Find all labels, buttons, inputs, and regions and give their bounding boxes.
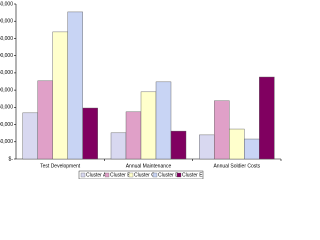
legend-swatch — [176, 172, 182, 178]
y-tick-label: $450,000 — [0, 1, 13, 7]
legend-label: Cluster D — [158, 173, 179, 179]
x-tick-label: Test Development — [40, 163, 81, 169]
bar — [155, 81, 172, 160]
bar — [52, 31, 68, 160]
bar — [170, 130, 187, 160]
bar — [199, 134, 215, 160]
bar — [229, 128, 245, 160]
chart: $- $50,000 $100,000 $150,000 $200,000 $250,00… — [0, 1, 282, 179]
legend-label: Cluster C — [134, 173, 155, 179]
y-tick-label: $350,000 — [0, 36, 13, 42]
y-tick-label: $300,000 — [0, 53, 13, 59]
y-tick-label: $- — [9, 156, 14, 162]
y-tick-label: $150,000 — [0, 105, 13, 111]
y-tick-label: $250,000 — [0, 70, 13, 76]
legend-swatch — [104, 172, 110, 178]
bar — [140, 91, 157, 160]
y-tick-label: $100,000 — [0, 122, 13, 128]
bar — [22, 112, 38, 160]
legend-box — [78, 170, 204, 179]
y-tick-label: $200,000 — [0, 87, 13, 93]
legend-swatch — [152, 172, 158, 178]
bar — [110, 132, 127, 160]
bar — [82, 107, 98, 160]
legend-label: Cluster B — [110, 173, 131, 179]
bar — [259, 76, 275, 160]
legend-label: Cluster A — [86, 173, 107, 179]
y-tick-label: $400,000 — [0, 19, 13, 25]
x-tick-label: Annual Maintenance — [126, 163, 172, 169]
legend-swatch — [128, 172, 134, 178]
legend-swatch — [80, 172, 86, 178]
y-tick-label: $50,000 — [0, 139, 13, 145]
bar — [37, 80, 53, 160]
bar — [214, 100, 230, 160]
bar — [125, 111, 142, 160]
bar — [67, 11, 83, 160]
legend-label: Cluster E — [182, 173, 203, 179]
x-tick-label: Annual Soldier Costs — [213, 163, 260, 169]
bar — [244, 138, 260, 160]
